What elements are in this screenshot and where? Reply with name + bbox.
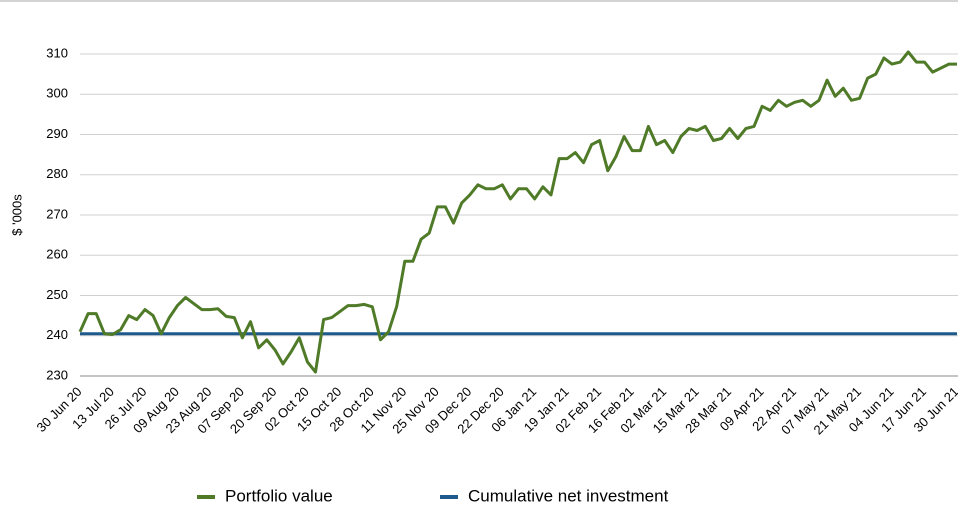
series-line	[78, 50, 957, 374]
y-tick-label: 290	[46, 126, 68, 141]
y-tick-label: 250	[46, 287, 68, 302]
y-tick-label: 240	[46, 327, 68, 342]
y-tick-label: 280	[46, 166, 68, 181]
y-tick-label: 230	[46, 367, 68, 382]
y-axis-label: $ '000s	[9, 194, 24, 236]
y-tick-label: 300	[46, 86, 68, 101]
y-tick-label: 270	[46, 206, 68, 221]
legend-label: Cumulative net investment	[468, 486, 669, 505]
legend-label: Portfolio value	[225, 486, 333, 505]
y-tick-label: 260	[46, 247, 68, 262]
y-tick-label: 310	[46, 45, 68, 60]
